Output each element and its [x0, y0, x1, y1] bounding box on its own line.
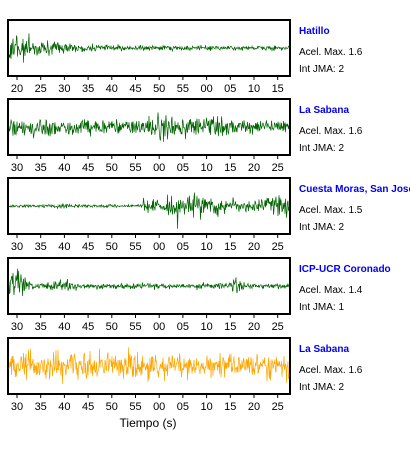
x-tick-label: 15 [224, 241, 236, 253]
x-tick-label: 30 [11, 401, 23, 413]
x-tick-label: 05 [177, 321, 189, 333]
x-tick-label: 45 [82, 321, 94, 333]
x-tick-label: 05 [177, 401, 189, 413]
x-tick-label: 15 [224, 401, 236, 413]
jma-intensity: Int JMA: 2 [299, 143, 344, 154]
max-acceleration: Acel. Max. 1.6 [299, 126, 363, 137]
seismogram-panel: 30 35 40 45 50 55 00 05 10 15 20 25 ICP-UCR Coronado… [7, 257, 391, 333]
x-tick-label: 30 [11, 241, 23, 253]
waveform-trace [8, 192, 290, 229]
x-tick-label: 25 [272, 401, 284, 413]
panel-frame [7, 337, 291, 395]
waveform-trace [8, 268, 290, 296]
x-axis-label: Tiempo (s) [120, 416, 177, 430]
x-tick-label: 00 [200, 83, 212, 95]
seismogram-panel: 20 25 30 35 40 45 50 55 00 05 10 15 Hatillo Acel. Max… [7, 19, 363, 95]
x-tick-label: 30 [58, 83, 70, 95]
x-tick-label: 15 [224, 162, 236, 174]
x-tick-label: 45 [82, 401, 94, 413]
x-tick-label: 15 [272, 83, 284, 95]
max-acceleration: Acel. Max. 1.6 [299, 47, 363, 58]
x-tick-label: 30 [11, 162, 23, 174]
x-tick-label: 40 [58, 321, 70, 333]
x-tick-label: 50 [106, 321, 118, 333]
station-name: Hatillo [299, 26, 330, 37]
x-tick-label: 55 [129, 162, 141, 174]
x-tick-label: 00 [153, 401, 165, 413]
x-tick-label: 05 [177, 162, 189, 174]
x-tick-label: 10 [200, 401, 212, 413]
jma-intensity: Int JMA: 2 [299, 382, 344, 393]
jma-intensity: Int JMA: 1 [299, 302, 344, 313]
x-tick-label: 45 [129, 83, 141, 95]
x-tick-label: 55 [129, 401, 141, 413]
x-tick-label: 30 [11, 321, 23, 333]
x-tick-label: 40 [106, 83, 118, 95]
panel-frame [7, 98, 291, 156]
x-tick-label: 40 [58, 401, 70, 413]
x-tick-label: 00 [153, 321, 165, 333]
max-acceleration: Acel. Max. 1.6 [299, 365, 363, 376]
seismogram-panel: 30 35 40 45 50 55 00 05 10 15 20 25 La Sabana Acel. M… [7, 98, 363, 174]
x-tick-label: 10 [200, 321, 212, 333]
x-tick-label: 05 [177, 241, 189, 253]
x-tick-label: 20 [248, 162, 260, 174]
station-name: La Sabana [299, 105, 349, 116]
x-tick-label: 45 [82, 241, 94, 253]
panel-frame [7, 19, 291, 77]
x-tick-label: 10 [200, 241, 212, 253]
x-tick-label: 00 [153, 162, 165, 174]
x-tick-label: 55 [129, 321, 141, 333]
max-acceleration: Acel. Max. 1.4 [299, 285, 363, 296]
x-tick-label: 05 [224, 83, 236, 95]
panel-frame [7, 177, 291, 235]
x-tick-label: 50 [106, 401, 118, 413]
x-tick-label: 35 [35, 162, 47, 174]
x-tick-label: 45 [82, 162, 94, 174]
max-acceleration: Acel. Max. 1.5 [299, 205, 363, 216]
x-tick-label: 50 [106, 162, 118, 174]
x-tick-label: 20 [11, 83, 23, 95]
x-tick-label: 00 [153, 241, 165, 253]
x-tick-label: 25 [35, 83, 47, 95]
x-tick-label: 35 [35, 401, 47, 413]
x-tick-label: 10 [200, 162, 212, 174]
x-tick-label: 40 [58, 162, 70, 174]
x-tick-label: 35 [82, 83, 94, 95]
x-tick-label: 20 [248, 241, 260, 253]
x-tick-label: 50 [106, 241, 118, 253]
x-tick-label: 15 [224, 321, 236, 333]
waveform-trace [8, 347, 290, 384]
x-tick-label: 20 [248, 401, 260, 413]
waveform-trace [8, 33, 290, 63]
x-tick-label: 55 [129, 241, 141, 253]
waveform-trace [8, 112, 290, 142]
x-tick-label: 55 [177, 83, 189, 95]
seismogram-panel: 30 35 40 45 50 55 00 05 10 15 20 25 La Sabana Acel. M… [7, 337, 363, 413]
seismogram-panel: 30 35 40 45 50 55 00 05 10 15 20 25 Cuesta Moras, Sa… [7, 177, 410, 253]
x-tick-label: 10 [248, 83, 260, 95]
x-tick-label: 50 [153, 83, 165, 95]
x-tick-label: 40 [58, 241, 70, 253]
x-tick-label: 25 [272, 321, 284, 333]
jma-intensity: Int JMA: 2 [299, 222, 344, 233]
station-name: La Sabana [299, 344, 349, 355]
x-tick-label: 20 [248, 321, 260, 333]
x-tick-label: 25 [272, 162, 284, 174]
station-name: ICP-UCR Coronado [299, 264, 391, 275]
x-tick-label: 35 [35, 241, 47, 253]
panel-frame [7, 257, 291, 315]
station-name: Cuesta Moras, San Jose [299, 184, 410, 195]
x-tick-label: 35 [35, 321, 47, 333]
x-tick-label: 25 [272, 241, 284, 253]
jma-intensity: Int JMA: 2 [299, 64, 344, 75]
